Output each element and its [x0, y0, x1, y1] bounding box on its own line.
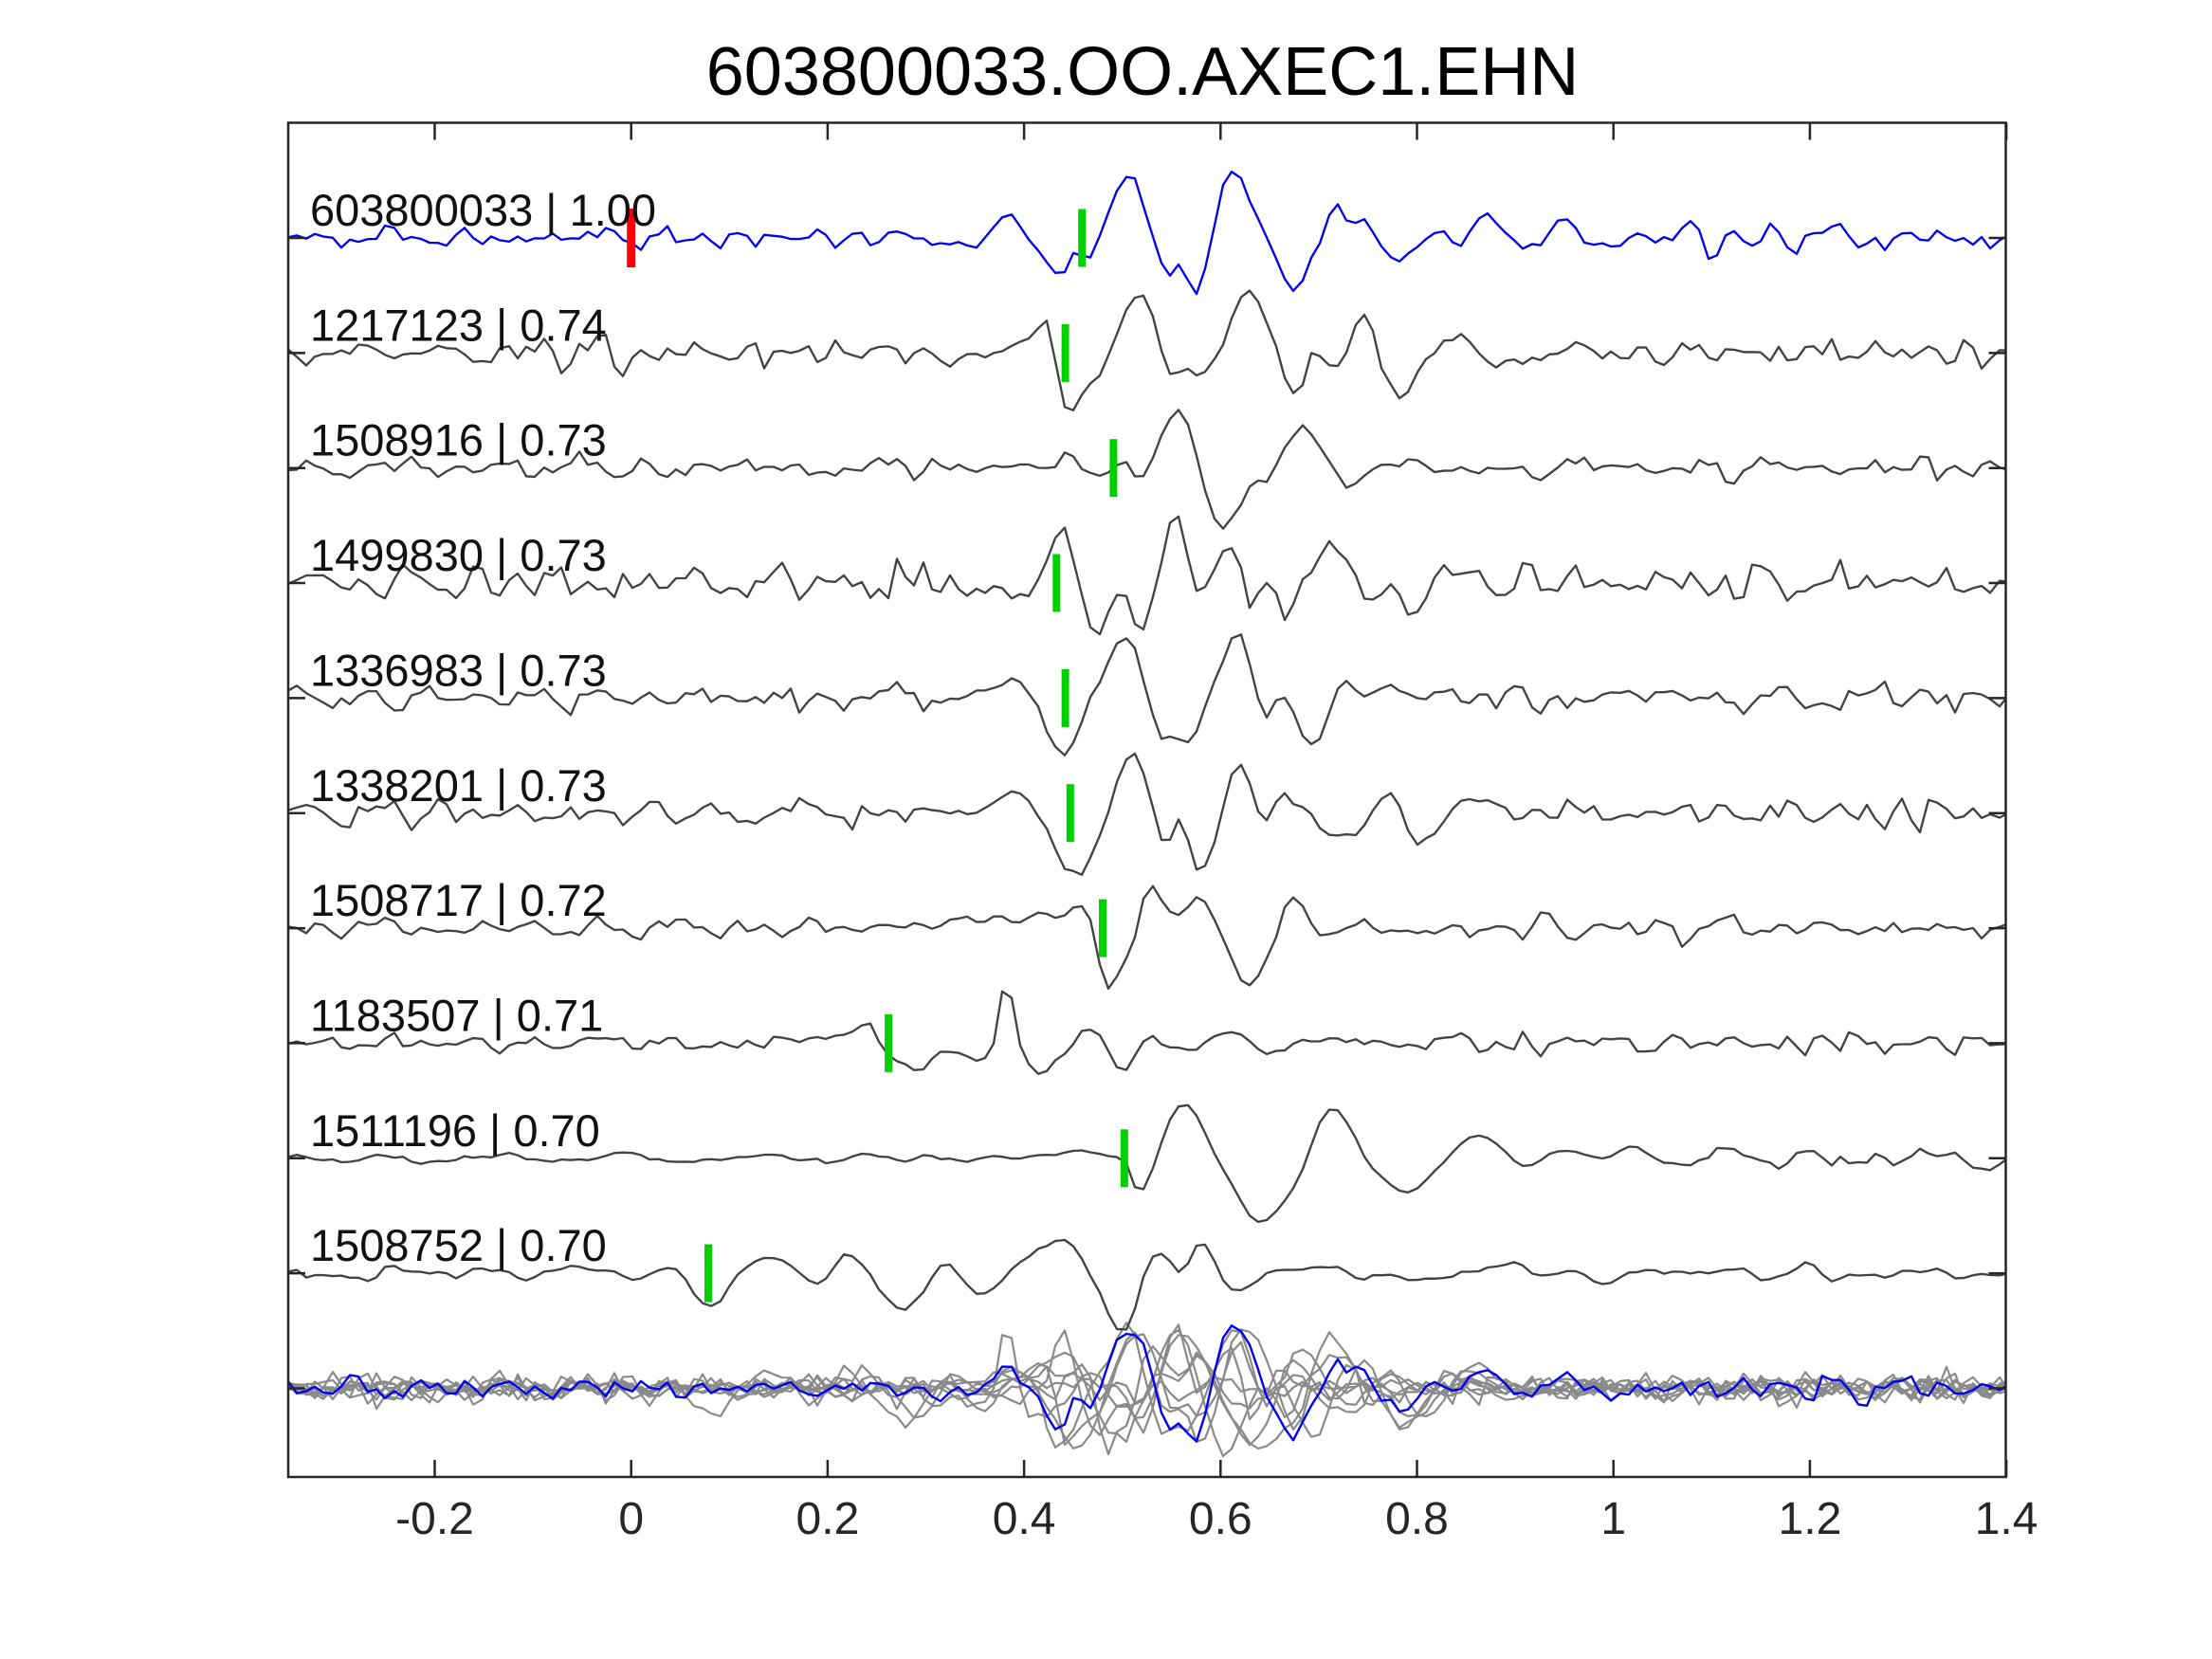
svg-text:0.6: 0.6 [1189, 1494, 1252, 1544]
svg-text:0.2: 0.2 [796, 1494, 860, 1544]
svg-text:1217123 | 0.74: 1217123 | 0.74 [310, 300, 607, 350]
svg-text:1508916 | 0.73: 1508916 | 0.73 [310, 415, 607, 465]
svg-text:603800033.OO.AXEC1.EHN: 603800033.OO.AXEC1.EHN [706, 34, 1580, 110]
svg-text:0: 0 [618, 1494, 644, 1544]
svg-text:603800033 | 1.00: 603800033 | 1.00 [310, 185, 656, 235]
svg-text:1336983 | 0.73: 1336983 | 0.73 [310, 645, 607, 695]
svg-text:1183507 | 0.71: 1183507 | 0.71 [310, 990, 603, 1040]
svg-text:1: 1 [1600, 1494, 1626, 1544]
svg-text:1499830 | 0.73: 1499830 | 0.73 [310, 530, 607, 580]
svg-text:1508717 | 0.72: 1508717 | 0.72 [310, 875, 607, 925]
svg-text:-0.2: -0.2 [395, 1494, 474, 1544]
svg-text:0.4: 0.4 [993, 1494, 1056, 1544]
svg-text:1.4: 1.4 [1975, 1494, 2038, 1544]
svg-text:1338201 | 0.73: 1338201 | 0.73 [310, 760, 607, 811]
svg-text:1.2: 1.2 [1779, 1494, 1842, 1544]
svg-text:0.8: 0.8 [1385, 1494, 1449, 1544]
svg-text:1511196 | 0.70: 1511196 | 0.70 [310, 1105, 600, 1156]
svg-text:1508752 | 0.70: 1508752 | 0.70 [310, 1220, 607, 1270]
